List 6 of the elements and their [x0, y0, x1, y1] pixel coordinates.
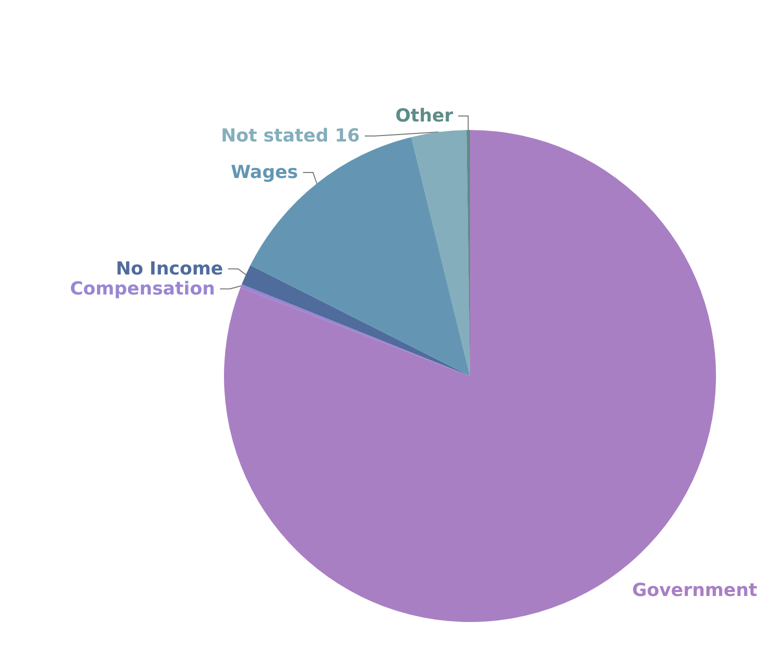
slice-label: Compensation: [70, 278, 216, 300]
slice-label: Wages: [230, 162, 298, 184]
slice-label: Government: [632, 580, 758, 601]
slice-label: Other: [395, 106, 454, 127]
slice-label: Not stated 16: [221, 126, 360, 147]
slice-label: No Income: [116, 258, 224, 280]
